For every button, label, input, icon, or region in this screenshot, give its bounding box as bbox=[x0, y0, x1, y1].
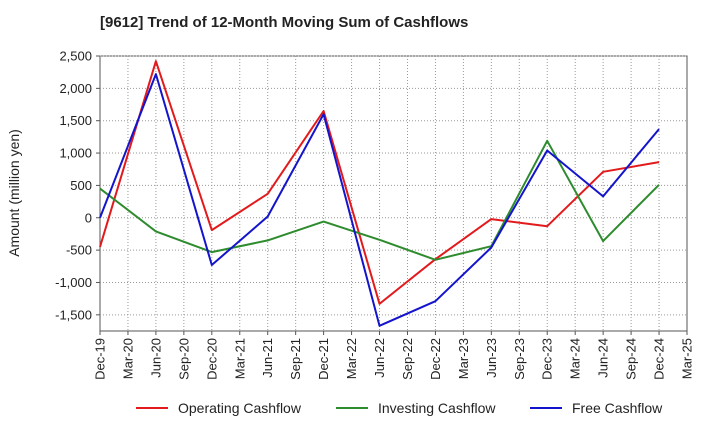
series-line-free-cashflow bbox=[99, 73, 660, 327]
x-tick-labels: Dec-19 Mar-20 Jun-20 Sep-20 Dec-20 Mar-21 Jun-… bbox=[93, 338, 695, 380]
y-tick-label: -1,500 bbox=[55, 307, 92, 322]
x-tick-label: Sep-21 bbox=[288, 338, 303, 380]
x-tick-label: Mar-23 bbox=[456, 338, 471, 379]
x-tick-label: Mar-25 bbox=[680, 338, 695, 379]
x-tick-label: Sep-20 bbox=[176, 338, 191, 380]
legend-item-operating: Operating Cashflow bbox=[136, 400, 301, 416]
legend-swatch-operating bbox=[136, 407, 168, 409]
x-tick-label: Dec-20 bbox=[204, 338, 219, 380]
series-lines bbox=[99, 60, 660, 327]
x-tick-label: Mar-22 bbox=[344, 338, 359, 379]
x-tick-label: Dec-22 bbox=[428, 338, 443, 380]
x-tick-label: Dec-23 bbox=[540, 338, 555, 380]
y-tick-label: 0 bbox=[85, 210, 92, 225]
legend: Operating Cashflow Investing Cashflow Fr… bbox=[0, 400, 720, 428]
y-tick-label: 1,000 bbox=[59, 146, 92, 161]
x-tick-label: Jun-24 bbox=[596, 338, 611, 378]
chart-title: [9612] Trend of 12-Month Moving Sum of C… bbox=[100, 14, 469, 31]
legend-label-free: Free Cashflow bbox=[572, 400, 663, 416]
x-tick-label: Mar-24 bbox=[568, 338, 583, 379]
series-line-investing-cashflow bbox=[99, 139, 660, 261]
legend-label-investing: Investing Cashflow bbox=[378, 400, 496, 416]
x-tick-label: Mar-21 bbox=[232, 338, 247, 379]
legend-item-free: Free Cashflow bbox=[530, 400, 662, 416]
y-tick-labels: 2,500 2,000 1,500 1,000 500 0 -500 -1,000 -1,500 bbox=[55, 49, 92, 323]
y-axis-label: Amount (million yen) bbox=[6, 129, 22, 257]
plot-area bbox=[99, 55, 688, 332]
y-tick-label: 1,500 bbox=[59, 113, 92, 128]
legend-label-operating: Operating Cashflow bbox=[178, 400, 301, 416]
series-line-operating-cashflow bbox=[99, 60, 660, 305]
x-tick-label: Mar-20 bbox=[120, 338, 135, 379]
line-chart: 2,500 2,000 1,500 1,000 500 0 -500 -1,000 -1,500… bbox=[6, 49, 695, 380]
x-tick-label: Dec-24 bbox=[652, 338, 667, 380]
x-tick-label: Jun-20 bbox=[148, 338, 163, 378]
y-tick-label: -1,000 bbox=[55, 275, 92, 290]
x-tick-label: Dec-21 bbox=[316, 338, 331, 380]
y-tick-label: -500 bbox=[66, 243, 92, 258]
x-tick-label: Jun-22 bbox=[372, 338, 387, 378]
y-tick-label: 500 bbox=[70, 178, 92, 193]
x-tick-label: Dec-19 bbox=[93, 338, 108, 380]
x-tick-label: Sep-23 bbox=[512, 338, 527, 380]
legend-swatch-investing bbox=[336, 407, 368, 409]
y-tick-label: 2,000 bbox=[59, 81, 92, 96]
legend-swatch-free bbox=[530, 407, 562, 409]
x-tick-label: Jun-21 bbox=[260, 338, 275, 378]
x-tick-label: Jun-23 bbox=[484, 338, 499, 378]
y-tick-label: 2,500 bbox=[59, 49, 92, 64]
x-tick-label: Sep-22 bbox=[400, 338, 415, 380]
x-tick-label: Sep-24 bbox=[624, 338, 639, 380]
legend-item-investing: Investing Cashflow bbox=[336, 400, 496, 416]
